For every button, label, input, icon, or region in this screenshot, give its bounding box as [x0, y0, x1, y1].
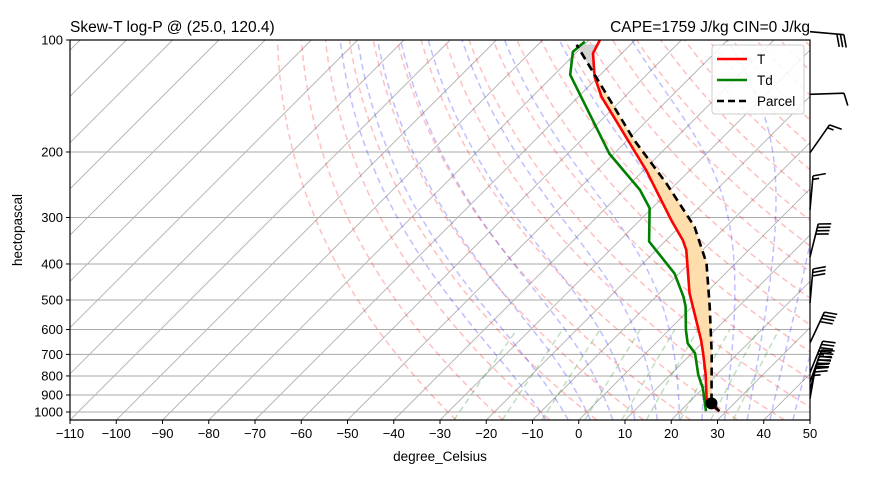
lcl-marker [705, 397, 717, 409]
x-tick-label: −100 [102, 426, 131, 441]
moist-adiabat-line [793, 32, 894, 420]
y-tick-label: 900 [41, 387, 63, 402]
legend-label-t: T [757, 52, 765, 67]
isotherm-line [0, 40, 358, 420]
isotherm-line [70, 40, 450, 420]
moist-adiabat-line [376, 32, 590, 420]
moist-adiabat-line [357, 32, 569, 420]
isotherm-line [301, 40, 681, 420]
x-tick-label: −90 [151, 426, 173, 441]
wind-barbs [810, 32, 848, 399]
isotherm-line [0, 40, 311, 420]
dry-adiabat-line [820, 32, 894, 420]
y-tick-label: 800 [41, 368, 63, 383]
x-axis-label: degree_Celsius [393, 449, 487, 464]
dry-adiabat-line [277, 32, 456, 420]
wind-barb [810, 93, 848, 105]
x-tick-label: 50 [803, 426, 817, 441]
x-tick-label: 0 [575, 426, 582, 441]
mixing-ratio-line [454, 330, 517, 420]
y-tick-label: 400 [41, 256, 63, 271]
x-tick-label: 20 [664, 426, 678, 441]
moist-adiabat-line [339, 32, 546, 420]
x-tick-label: 10 [618, 426, 632, 441]
mixing-ratio-line [711, 330, 759, 420]
x-tick-label: −50 [336, 426, 358, 441]
chart-title-left: Skew-T log-P @ (25.0, 120.4) [70, 19, 275, 36]
dry-adiabat-line [796, 32, 894, 420]
chart-title-right: CAPE=1759 J/kg CIN=0 J/kg [610, 19, 810, 36]
isotherm-line [348, 40, 728, 420]
x-tick-label: −60 [290, 426, 312, 441]
isotherm-line [0, 40, 219, 420]
isotherm-line [0, 40, 173, 420]
series-line-t [593, 40, 719, 411]
isotherm-line [24, 40, 404, 420]
x-tick-label: −10 [521, 426, 543, 441]
y-axis-label: hectopascal [10, 194, 25, 266]
wind-barb [810, 174, 826, 210]
x-tick-label: −40 [383, 426, 405, 441]
wind-barb [810, 224, 831, 257]
x-tick-label: −80 [198, 426, 220, 441]
wind-barb [810, 267, 826, 303]
y-tick-label: 300 [41, 210, 63, 225]
x-tick-label: −20 [475, 426, 497, 441]
wind-barb [810, 364, 829, 399]
wind-barb [810, 312, 837, 343]
y-tick-label: 200 [41, 144, 63, 159]
x-tick-label: 40 [757, 426, 771, 441]
y-tick-label: 1000 [34, 405, 63, 420]
isotherm-line [0, 40, 265, 420]
x-tick-label: −30 [429, 426, 451, 441]
y-tick-label: 100 [41, 33, 63, 48]
wind-barb [810, 125, 842, 153]
x-tick-label: 30 [710, 426, 724, 441]
dry-adiabat-line [325, 32, 550, 420]
isotherm-line [116, 40, 496, 420]
x-tick-label: −110 [56, 426, 84, 441]
moist-adiabat-line [459, 32, 657, 420]
wind-barb [810, 32, 846, 48]
legend: T Td Parcel [712, 45, 804, 114]
y-tick-label: 700 [41, 347, 63, 362]
series-line-parcel [577, 45, 720, 411]
legend-label-parcel: Parcel [757, 94, 795, 109]
isotherm-line [856, 40, 894, 420]
y-tick-label: 600 [41, 322, 63, 337]
legend-label-td: Td [757, 73, 773, 88]
x-tick-label: −70 [244, 426, 266, 441]
moist-adiabat-line [399, 32, 613, 420]
y-tick-label: 500 [41, 293, 63, 308]
